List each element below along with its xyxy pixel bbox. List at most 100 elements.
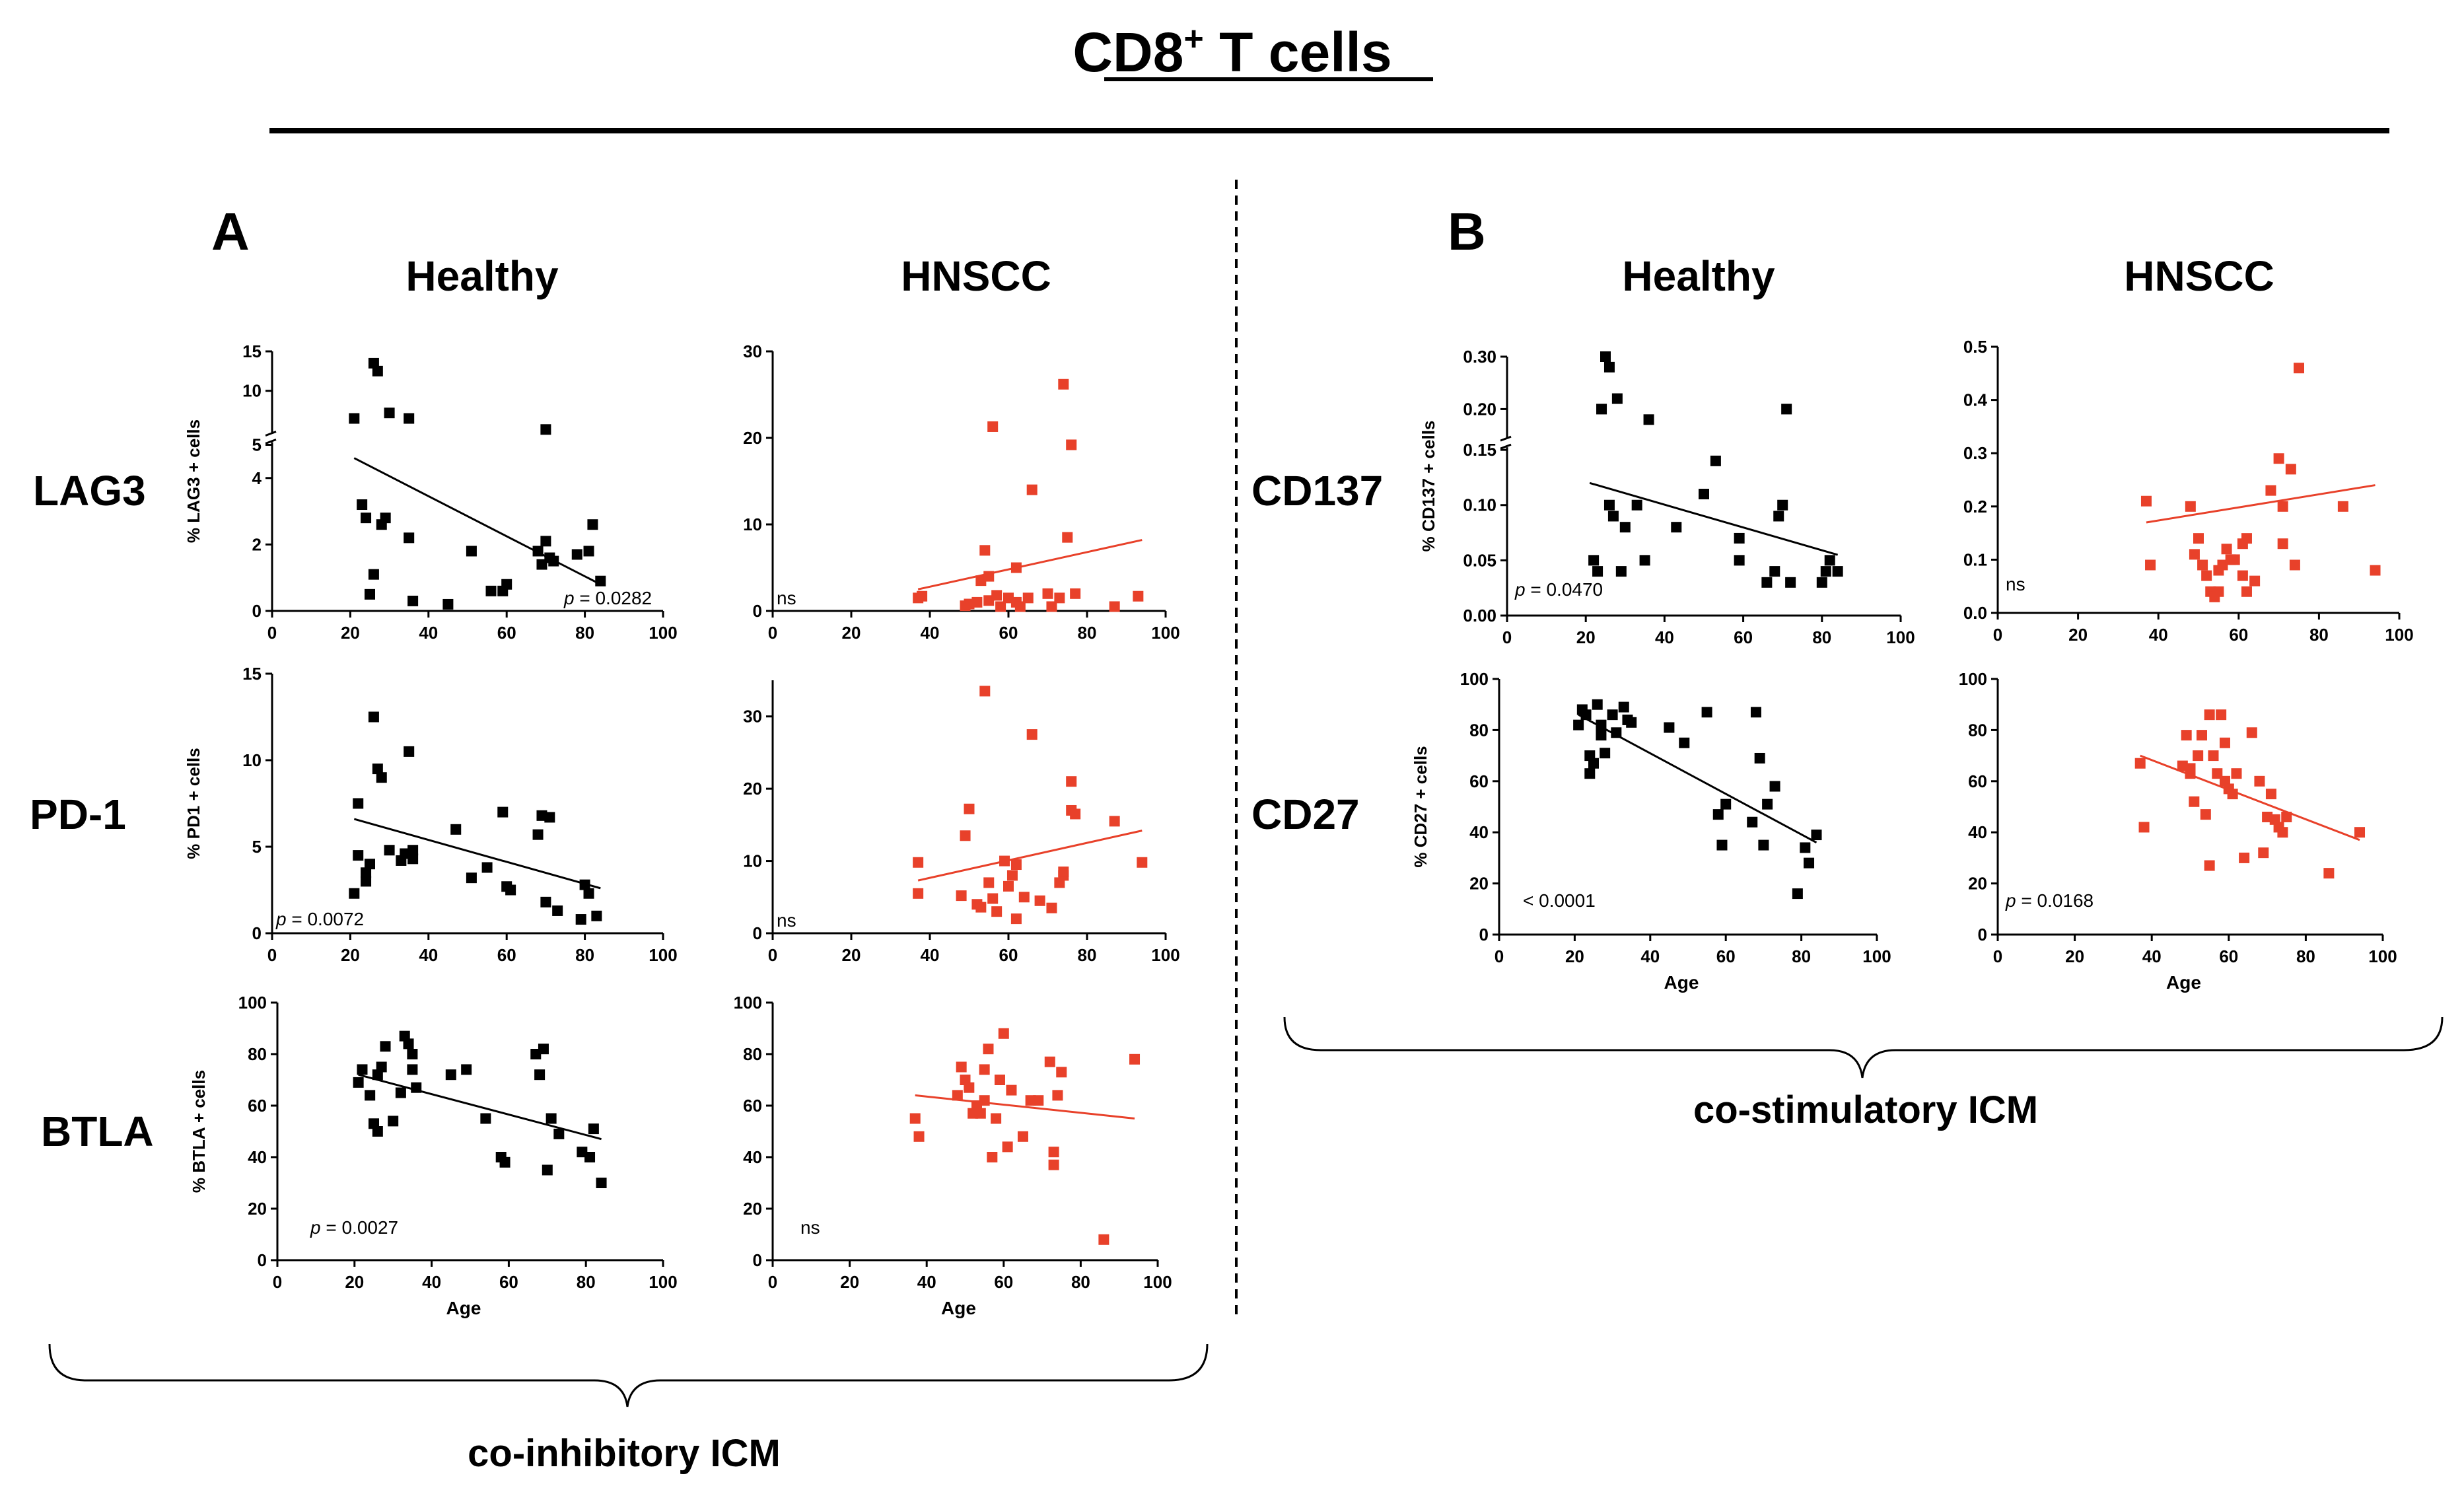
data-point xyxy=(575,914,586,925)
data-point xyxy=(1792,888,1803,900)
data-point xyxy=(1762,799,1773,810)
y-tick-label: 0 xyxy=(753,601,762,621)
data-point xyxy=(583,546,594,557)
data-point xyxy=(1607,709,1618,721)
data-point xyxy=(466,872,477,884)
data-point xyxy=(913,1131,925,1142)
x-tick-label: 80 xyxy=(575,623,594,643)
data-point xyxy=(2237,570,2248,581)
data-point xyxy=(975,1108,986,1119)
y-tick-label: 40 xyxy=(743,1147,762,1167)
y-tick-label: 15 xyxy=(242,664,262,684)
data-point xyxy=(1664,722,1675,733)
data-point xyxy=(534,1069,546,1081)
y-tick-label: 0.2 xyxy=(1963,497,1987,516)
x-tick-label: 0 xyxy=(1993,946,2002,966)
y-tick-label: 0.05 xyxy=(1463,550,1496,570)
data-point xyxy=(1769,566,1780,577)
data-point xyxy=(991,1113,1002,1124)
data-point xyxy=(2277,827,2288,838)
data-point xyxy=(595,575,606,586)
y-tick-label: 0.30 xyxy=(1463,347,1496,367)
x-tick-label: 0 xyxy=(1495,946,1504,966)
x-tick-label: 0 xyxy=(273,1272,282,1292)
data-point xyxy=(349,888,360,899)
data-point xyxy=(1070,808,1081,820)
data-point xyxy=(964,1082,975,1093)
data-point xyxy=(532,546,544,557)
data-point xyxy=(2285,464,2296,475)
y-tick-label: 80 xyxy=(1469,720,1489,740)
data-point xyxy=(2213,586,2224,597)
x-tick-label: 0 xyxy=(267,945,277,965)
data-point xyxy=(1058,378,1069,390)
data-point xyxy=(1133,590,1144,602)
data-point xyxy=(546,1113,557,1124)
data-point xyxy=(2185,501,2196,512)
data-point xyxy=(2216,709,2227,721)
row-label-lag3: LAG3 xyxy=(33,467,146,515)
data-point xyxy=(2229,554,2240,565)
data-point xyxy=(1750,707,1761,718)
data-point xyxy=(357,1064,368,1075)
data-point xyxy=(579,879,590,890)
x-tick-label: 0 xyxy=(768,623,777,643)
data-point xyxy=(2200,809,2211,820)
x-tick-label: 40 xyxy=(2149,625,2168,645)
data-point xyxy=(1026,484,1038,495)
data-point xyxy=(1773,511,1784,522)
y-tick-label: 100 xyxy=(238,993,267,1012)
y-tick-label: 10 xyxy=(242,750,262,770)
data-point xyxy=(1129,1053,1141,1065)
data-point xyxy=(1754,752,1765,764)
data-point xyxy=(353,850,364,861)
y-tick-label: 0.0 xyxy=(1963,603,1987,623)
y-tick-label: 80 xyxy=(743,1044,762,1064)
data-point xyxy=(2193,750,2204,762)
data-point xyxy=(1631,499,1642,511)
data-point xyxy=(380,1041,391,1052)
regression-line xyxy=(2146,484,2376,524)
regression-line xyxy=(358,1073,602,1141)
data-point xyxy=(1820,566,1831,577)
x-tick-label: 40 xyxy=(1655,627,1674,647)
data-point xyxy=(1734,532,1745,544)
y-tick-label: 5 xyxy=(252,837,262,857)
data-point xyxy=(1070,588,1081,599)
x-tick-label: 40 xyxy=(921,623,940,643)
bracket-co-inhibitory xyxy=(48,1343,1209,1407)
data-point xyxy=(1781,404,1792,415)
data-point xyxy=(596,1178,607,1188)
data-point xyxy=(540,424,551,435)
bracket-label-co-inhibitory: co-inhibitory ICM xyxy=(468,1432,781,1475)
data-point xyxy=(404,532,415,544)
data-point xyxy=(1615,566,1627,577)
x-tick-label: 40 xyxy=(1640,946,1660,966)
data-point xyxy=(376,1061,387,1073)
data-point xyxy=(571,549,582,560)
data-point xyxy=(2181,730,2192,741)
data-point xyxy=(2189,549,2200,560)
data-point xyxy=(1596,719,1607,730)
data-point xyxy=(1777,499,1788,511)
x-tick-label: 20 xyxy=(341,945,360,965)
x-tick-label: 40 xyxy=(917,1272,936,1292)
data-point xyxy=(2193,533,2204,544)
x-tick-label: 0 xyxy=(1502,627,1512,647)
data-point xyxy=(1671,522,1682,533)
data-point xyxy=(1584,768,1596,779)
row-label-cd137: CD137 xyxy=(1251,467,1383,515)
x-tick-label: 100 xyxy=(1886,627,1915,647)
x-tick-label: 80 xyxy=(575,945,594,965)
x-axis-label: Age xyxy=(2166,972,2201,993)
data-point xyxy=(497,806,509,818)
data-point xyxy=(1611,393,1623,404)
data-point xyxy=(983,1044,994,1055)
data-point xyxy=(1006,1084,1017,1096)
data-point xyxy=(1010,913,1022,925)
x-tick-label: 60 xyxy=(1716,946,1736,966)
y-tick-label: 0.4 xyxy=(1963,390,1988,410)
header-healthy-a: Healthy xyxy=(405,252,559,300)
data-point xyxy=(1720,799,1732,810)
data-point xyxy=(2185,763,2196,774)
